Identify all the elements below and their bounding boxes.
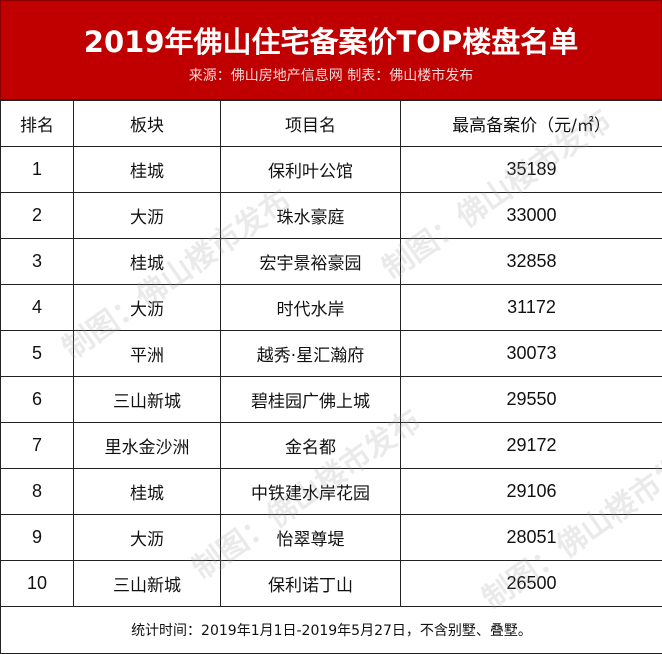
source-subtitle: 来源：佛山房地产信息网 制表：佛山楼市发布 (1, 65, 661, 85)
project-cell: 保利诺丁山 (221, 561, 401, 607)
rank-cell: 7 (1, 423, 74, 469)
column-header-price: 最高备案价（元/㎡） (401, 101, 662, 147)
district-cell: 大沥 (74, 515, 221, 561)
price-cell: 26500 (401, 561, 662, 607)
rank-cell: 3 (1, 239, 74, 285)
district-cell: 大沥 (74, 285, 221, 331)
project-cell: 怡翠尊堤 (221, 515, 401, 561)
district-cell: 大沥 (74, 193, 221, 239)
district-cell: 桂城 (74, 469, 221, 515)
rank-cell: 2 (1, 193, 74, 239)
rank-cell: 1 (1, 147, 74, 193)
district-cell: 平洲 (74, 331, 221, 377)
price-cell: 35189 (401, 147, 662, 193)
district-cell: 三山新城 (74, 561, 221, 607)
rank-cell: 8 (1, 469, 74, 515)
price-cell: 29106 (401, 469, 662, 515)
price-cell: 30073 (401, 331, 662, 377)
price-cell: 33000 (401, 193, 662, 239)
column-header-rank: 排名 (1, 101, 74, 147)
price-cell: 32858 (401, 239, 662, 285)
district-cell: 桂城 (74, 239, 221, 285)
rank-cell: 4 (1, 285, 74, 331)
column-header-district: 板块 (74, 101, 221, 147)
district-cell: 三山新城 (74, 377, 221, 423)
rank-cell: 10 (1, 561, 74, 607)
project-cell: 中铁建水岸花园 (221, 469, 401, 515)
table-header-row: 排名 板块 项目名 最高备案价（元/㎡） (1, 101, 662, 147)
district-cell: 里水金沙洲 (74, 423, 221, 469)
rank-cell: 6 (1, 377, 74, 423)
project-cell: 宏宇景裕豪园 (221, 239, 401, 285)
footnote: 统计时间：2019年1月1日-2019年5月27日，不含别墅、叠墅。 (1, 607, 662, 654)
price-cell: 28051 (401, 515, 662, 561)
project-cell: 碧桂园广佛上城 (221, 377, 401, 423)
rank-cell: 9 (1, 515, 74, 561)
project-cell: 保利叶公馆 (221, 147, 401, 193)
price-cell: 31172 (401, 285, 662, 331)
project-cell: 珠水豪庭 (221, 193, 401, 239)
page-title: 2019年佛山住宅备案价TOP楼盘名单 (1, 19, 661, 61)
rank-cell: 5 (1, 331, 74, 377)
project-cell: 越秀·星汇瀚府 (221, 331, 401, 377)
footer-row: 统计时间：2019年1月1日-2019年5月27日，不含别墅、叠墅。 (1, 607, 662, 654)
price-cell: 29550 (401, 377, 662, 423)
column-header-project: 项目名 (221, 101, 401, 147)
project-cell: 金名都 (221, 423, 401, 469)
district-cell: 桂城 (74, 147, 221, 193)
title-banner: 2019年佛山住宅备案价TOP楼盘名单 来源：佛山房地产信息网 制表：佛山楼市发… (0, 0, 662, 100)
price-cell: 29172 (401, 423, 662, 469)
project-cell: 时代水岸 (221, 285, 401, 331)
